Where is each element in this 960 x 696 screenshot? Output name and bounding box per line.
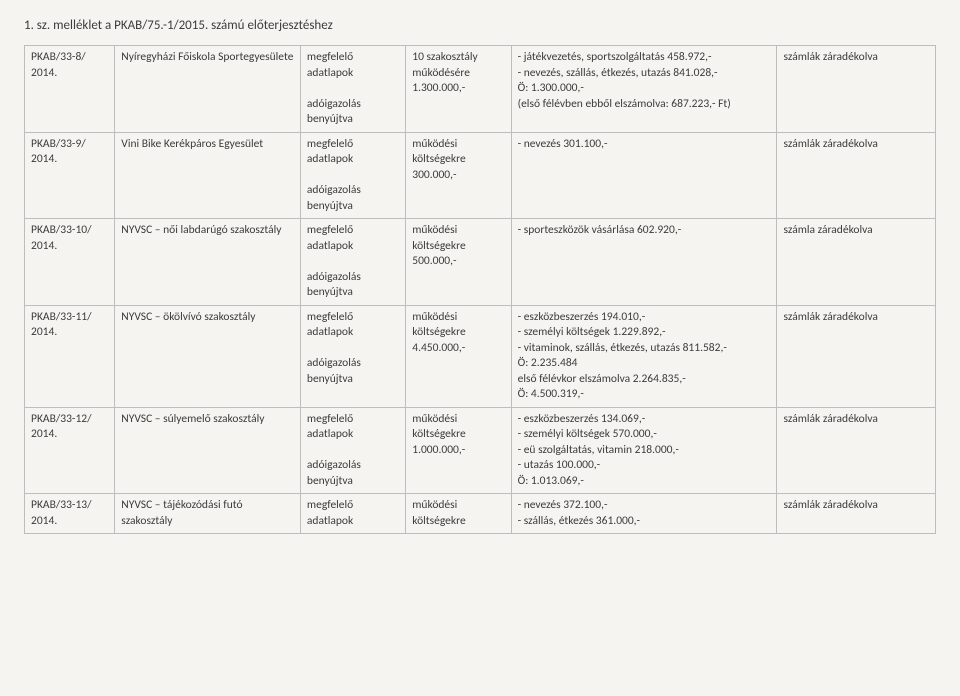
cell-docs: megfelelő adatlapok adóigazolás benyújtv… bbox=[300, 132, 405, 219]
cell-purpose: - eszközbeszerzés 194.010,- - személyi k… bbox=[511, 305, 777, 407]
cell-docs: megfelelő adatlapok adóigazolás benyújtv… bbox=[300, 46, 405, 133]
cell-org: Vini Bike Kerékpáros Egyesület bbox=[115, 132, 301, 219]
cell-purpose: - eszközbeszerzés 134.069,- - személyi k… bbox=[511, 407, 777, 494]
cell-note: számla záradékolva bbox=[777, 219, 936, 306]
table-row: PKAB/33-9/ 2014.Vini Bike Kerékpáros Egy… bbox=[25, 132, 936, 219]
table-row: PKAB/33-13/ 2014.NYVSC – tájékozódási fu… bbox=[25, 494, 936, 534]
cell-note: számlák záradékolva bbox=[777, 305, 936, 407]
cell-id: PKAB/33-13/ 2014. bbox=[25, 494, 115, 534]
cell-amount: működési költségekre 1.000.000,- bbox=[406, 407, 511, 494]
cell-note: számlák záradékolva bbox=[777, 46, 936, 133]
table-row: PKAB/33-12/ 2014.NYVSC – súlyemelő szako… bbox=[25, 407, 936, 494]
cell-amount: működési költségekre 300.000,- bbox=[406, 132, 511, 219]
cell-docs: megfelelő adatlapok bbox=[300, 494, 405, 534]
cell-purpose: - játékvezetés, sportszolgáltatás 458.97… bbox=[511, 46, 777, 133]
cell-purpose: - nevezés 301.100,- bbox=[511, 132, 777, 219]
page-title: 1. sz. melléklet a PKAB/75.-1/2015. szám… bbox=[24, 18, 936, 33]
cell-note: számlák záradékolva bbox=[777, 494, 936, 534]
cell-amount: működési költségekre bbox=[406, 494, 511, 534]
cell-id: PKAB/33-8/ 2014. bbox=[25, 46, 115, 133]
cell-docs: megfelelő adatlapok adóigazolás benyújtv… bbox=[300, 407, 405, 494]
cell-id: PKAB/33-11/ 2014. bbox=[25, 305, 115, 407]
cell-org: NYVSC – női labdarúgó szakosztály bbox=[115, 219, 301, 306]
cell-org: NYVSC – tájékozódási futó szakosztály bbox=[115, 494, 301, 534]
data-table: PKAB/33-8/ 2014.Nyíregyházi Főiskola Spo… bbox=[24, 45, 936, 534]
cell-note: számlák záradékolva bbox=[777, 407, 936, 494]
cell-org: Nyíregyházi Főiskola Sportegyesülete bbox=[115, 46, 301, 133]
cell-amount: működési költségekre 500.000,- bbox=[406, 219, 511, 306]
cell-amount: 10 szakosztály működésére 1.300.000,- bbox=[406, 46, 511, 133]
cell-purpose: - nevezés 372.100,- - szállás, étkezés 3… bbox=[511, 494, 777, 534]
cell-docs: megfelelő adatlapok adóigazolás benyújtv… bbox=[300, 219, 405, 306]
cell-note: számlák záradékolva bbox=[777, 132, 936, 219]
cell-org: NYVSC – ökölvívó szakosztály bbox=[115, 305, 301, 407]
cell-id: PKAB/33-10/ 2014. bbox=[25, 219, 115, 306]
table-row: PKAB/33-10/ 2014.NYVSC – női labdarúgó s… bbox=[25, 219, 936, 306]
cell-id: PKAB/33-9/ 2014. bbox=[25, 132, 115, 219]
cell-docs: megfelelő adatlapok adóigazolás benyújtv… bbox=[300, 305, 405, 407]
cell-org: NYVSC – súlyemelő szakosztály bbox=[115, 407, 301, 494]
cell-purpose: - sporteszközök vásárlása 602.920,- bbox=[511, 219, 777, 306]
table-row: PKAB/33-8/ 2014.Nyíregyházi Főiskola Spo… bbox=[25, 46, 936, 133]
table-row: PKAB/33-11/ 2014.NYVSC – ökölvívó szakos… bbox=[25, 305, 936, 407]
cell-id: PKAB/33-12/ 2014. bbox=[25, 407, 115, 494]
cell-amount: működési költségekre 4.450.000,- bbox=[406, 305, 511, 407]
